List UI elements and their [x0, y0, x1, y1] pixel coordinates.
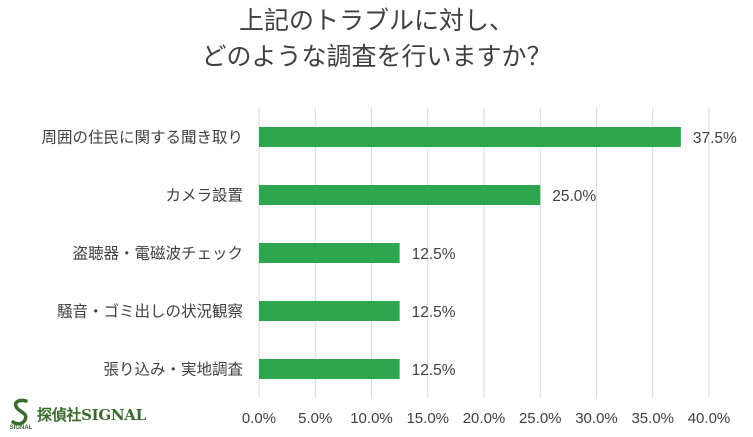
bar	[259, 243, 400, 263]
x-tick-label: 20.0%	[463, 410, 506, 427]
data-label: 25.0%	[552, 188, 596, 205]
bar	[259, 359, 400, 379]
x-tick-label: 30.0%	[575, 410, 618, 427]
logo: SIGNAL 探偵社SIGNAL	[8, 398, 146, 430]
bar	[259, 127, 681, 147]
category-label: 騒音・ゴミ出しの状況観察	[57, 302, 243, 321]
data-label: 12.5%	[412, 246, 456, 263]
chart-title-line1: 上記のトラブルに対し、	[238, 6, 514, 35]
x-tick-label: 15.0%	[406, 410, 449, 427]
category-label: 周囲の住民に関する聞き取り	[41, 129, 243, 147]
category-label: 盗聴器・電磁波チェック	[72, 245, 243, 263]
category-label: 張り込み・実地調査	[103, 361, 243, 379]
chart-title-line2: どのような調査を行いますか？	[201, 42, 552, 71]
x-tick-label: 0.0%	[242, 410, 276, 427]
svg-text:SIGNAL: SIGNAL	[10, 425, 33, 430]
bar	[259, 301, 400, 321]
x-tick-label: 35.0%	[631, 410, 674, 427]
x-tick-label: 40.0%	[688, 410, 731, 427]
x-tick-label: 10.0%	[350, 410, 393, 427]
logo-text: 探偵社SIGNAL	[37, 405, 146, 424]
data-label: 12.5%	[412, 362, 456, 379]
x-tick-label: 25.0%	[519, 410, 562, 427]
signal-logo-icon: SIGNAL	[10, 398, 33, 430]
x-tick-label: 5.0%	[298, 410, 332, 427]
category-label: カメラ設置	[165, 187, 243, 205]
data-label: 12.5%	[412, 304, 456, 321]
bar	[259, 185, 541, 205]
data-label: 37.5%	[693, 130, 737, 147]
